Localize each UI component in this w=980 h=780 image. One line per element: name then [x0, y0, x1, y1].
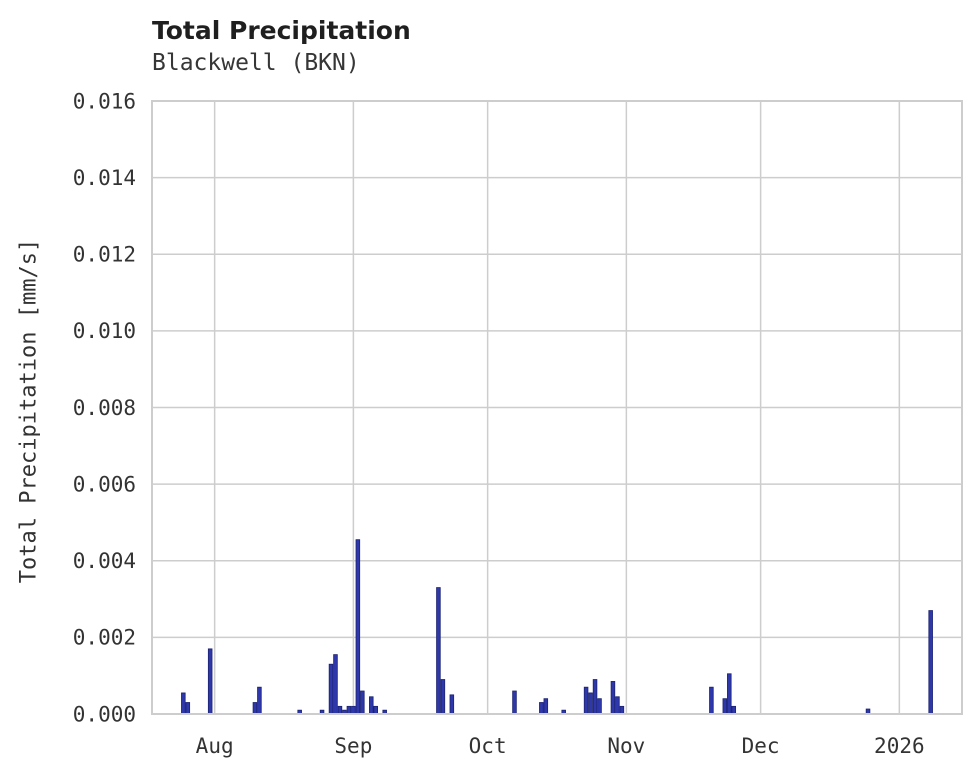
precipitation-bar	[257, 686, 262, 715]
y-tick-label: 0.014	[73, 166, 136, 190]
y-tick-label: 0.006	[73, 472, 136, 496]
y-tick-label: 0.010	[73, 319, 136, 343]
precipitation-bar	[539, 702, 544, 715]
y-tick-label: 0.008	[73, 396, 136, 420]
precipitation-bar	[369, 696, 374, 715]
x-tick-label: Oct	[469, 734, 507, 758]
precipitation-bar	[512, 690, 517, 715]
precipitation-bar	[346, 705, 352, 715]
precipitation-bar	[731, 705, 737, 715]
precipitation-bar	[543, 698, 549, 715]
x-tick-label: Sep	[334, 734, 372, 758]
precipitation-bar	[436, 587, 441, 715]
x-tick-label: 2026	[874, 734, 925, 758]
precipitation-bar	[355, 539, 361, 715]
precipitation-bar	[252, 702, 258, 715]
precipitation-bar	[181, 692, 186, 715]
y-axis-title-label: Total Precipitation [mm/s]	[16, 238, 42, 584]
precipitation-bar	[928, 610, 933, 715]
precipitation-bar	[207, 648, 213, 715]
precipitation-bar	[337, 705, 343, 715]
precipitation-bar	[351, 705, 356, 715]
y-tick-label: 0.002	[73, 626, 136, 650]
x-tick-label: Aug	[196, 734, 234, 758]
x-tick-label: Nov	[607, 734, 645, 758]
precipitation-bar	[185, 702, 191, 715]
precipitation-bar	[709, 686, 714, 715]
chart-subtitle: Blackwell (BKN)	[152, 50, 360, 76]
precipitation-bar	[360, 690, 365, 715]
y-tick-label: 0.004	[73, 549, 136, 573]
x-tick-label: Dec	[742, 734, 780, 758]
precipitation-bar	[727, 673, 732, 715]
y-tick-label: 0.012	[73, 243, 136, 267]
precipitation-bar	[373, 705, 379, 715]
precipitation-bar	[333, 654, 338, 715]
precipitation-bar	[610, 681, 616, 715]
precipitation-bar	[722, 698, 728, 715]
precipitation-bar	[449, 694, 455, 715]
precipitation-bar	[597, 698, 602, 715]
precipitation-bar	[588, 692, 593, 715]
plot-border	[151, 100, 963, 715]
chart-title: Total Precipitation	[152, 16, 411, 45]
precipitation-bar	[440, 679, 446, 715]
precipitation-bar	[615, 696, 620, 715]
precipitation-bar	[328, 663, 334, 715]
precipitation-bar	[619, 705, 625, 715]
precipitation-bar	[592, 679, 598, 715]
y-tick-label: 0.016	[73, 89, 136, 113]
precipitation-bar	[583, 686, 589, 715]
y-tick-label: 0.000	[73, 702, 136, 726]
